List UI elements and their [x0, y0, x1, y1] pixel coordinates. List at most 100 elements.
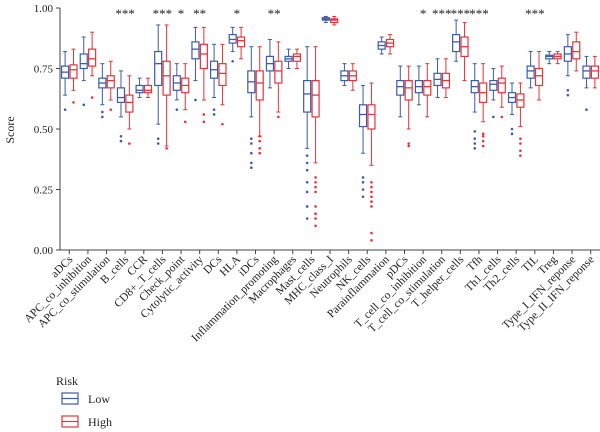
box-low-6 — [172, 63, 181, 111]
y-tick-label: 0.50 — [34, 124, 54, 136]
outlier-point — [305, 217, 309, 220]
box-high-1 — [88, 31, 97, 99]
box-high-15 — [348, 63, 357, 91]
outlier-point — [566, 88, 570, 92]
outlier-point — [212, 108, 216, 111]
outlier-point — [250, 161, 253, 165]
outlier-point — [250, 166, 253, 170]
outlier-point — [473, 130, 477, 133]
outlier-point — [305, 168, 309, 172]
outlier-point — [314, 217, 317, 220]
outlier-point — [277, 115, 280, 119]
box-low-15 — [340, 63, 349, 86]
outlier-point — [361, 188, 365, 191]
outlier-point — [370, 185, 373, 189]
box-iqr — [582, 65, 591, 79]
box-high-24 — [516, 82, 525, 157]
significance-marker: *** — [153, 6, 173, 21]
box-iqr — [135, 84, 144, 94]
box-iqr — [106, 75, 115, 89]
box-iqr — [191, 41, 200, 60]
box-low-20 — [433, 58, 442, 99]
outlier-point — [566, 93, 570, 97]
outlier-point — [370, 200, 373, 203]
outlier-point — [510, 132, 514, 136]
outlier-point — [258, 134, 262, 138]
box-low-23 — [489, 68, 498, 119]
box-iqr — [255, 70, 264, 101]
outlier-point — [519, 154, 522, 157]
outlier-point — [481, 144, 485, 148]
box-iqr — [162, 60, 171, 96]
outlier-point — [128, 142, 131, 145]
box-high-9 — [236, 26, 246, 60]
box-high-7 — [199, 26, 208, 124]
outlier-point — [314, 185, 317, 189]
y-axis-label: Score — [3, 116, 17, 143]
box-high-0 — [69, 48, 78, 104]
box-iqr — [404, 79, 413, 101]
box-high-25 — [534, 51, 544, 101]
box-low-18 — [396, 65, 405, 118]
box-low-14 — [321, 15, 330, 24]
outlier-point — [250, 151, 253, 155]
box-high-12 — [292, 48, 302, 69]
outlier-point — [585, 108, 588, 111]
outlier-point — [212, 113, 216, 116]
box-high-23 — [497, 65, 506, 119]
box-high-16 — [367, 82, 376, 242]
boxes-layer — [61, 15, 599, 242]
y-tick-label: 0.75 — [34, 64, 54, 76]
box-low-7 — [191, 26, 200, 102]
box-low-27 — [563, 34, 572, 97]
outlier-point — [492, 115, 495, 119]
box-high-6 — [181, 63, 190, 124]
outlier-point — [231, 59, 234, 63]
outlier-point — [305, 180, 309, 184]
outlier-point — [221, 122, 224, 126]
box-iqr — [199, 43, 208, 70]
box-low-16 — [358, 84, 368, 199]
plot-area — [59, 8, 600, 251]
outlier-point — [101, 110, 104, 114]
box-high-11 — [274, 41, 283, 119]
box-low-25 — [526, 51, 535, 89]
outlier-point — [473, 142, 477, 145]
outlier-point — [361, 176, 365, 179]
significance-marker: * — [420, 6, 427, 21]
outlier-point — [407, 144, 410, 148]
box-high-26 — [553, 51, 562, 65]
box-low-21 — [452, 19, 461, 62]
box-high-20 — [441, 58, 451, 99]
outlier-point — [519, 142, 522, 145]
box-iqr — [396, 79, 405, 96]
outlier-point — [109, 108, 113, 111]
outlier-point — [202, 113, 206, 116]
box-low-11 — [265, 38, 275, 89]
outlier-point — [156, 142, 160, 145]
outlier-point — [165, 147, 168, 150]
box-iqr — [311, 79, 320, 118]
outlier-point — [473, 147, 477, 150]
outlier-point — [250, 142, 253, 145]
significance-marker: ** — [268, 6, 281, 21]
outlier-point — [258, 139, 262, 143]
outlier-point — [258, 147, 262, 150]
box-low-19 — [414, 65, 424, 106]
legend-item-low: Low — [61, 392, 110, 406]
box-low-26 — [545, 51, 554, 65]
significance-marker: * — [234, 6, 241, 21]
significance-marker: ** — [193, 6, 206, 21]
outlier-point — [202, 120, 206, 124]
box-high-14 — [330, 15, 339, 26]
outlier-point — [90, 96, 94, 99]
outlier-point — [370, 231, 373, 235]
box-iqr — [497, 77, 506, 94]
box-iqr — [292, 53, 302, 62]
box-high-19 — [423, 63, 432, 118]
outlier-point — [314, 212, 317, 215]
legend-label-low: Low — [88, 392, 110, 406]
y-tick-label: 1.00 — [34, 3, 54, 15]
outlier-point — [519, 149, 522, 153]
